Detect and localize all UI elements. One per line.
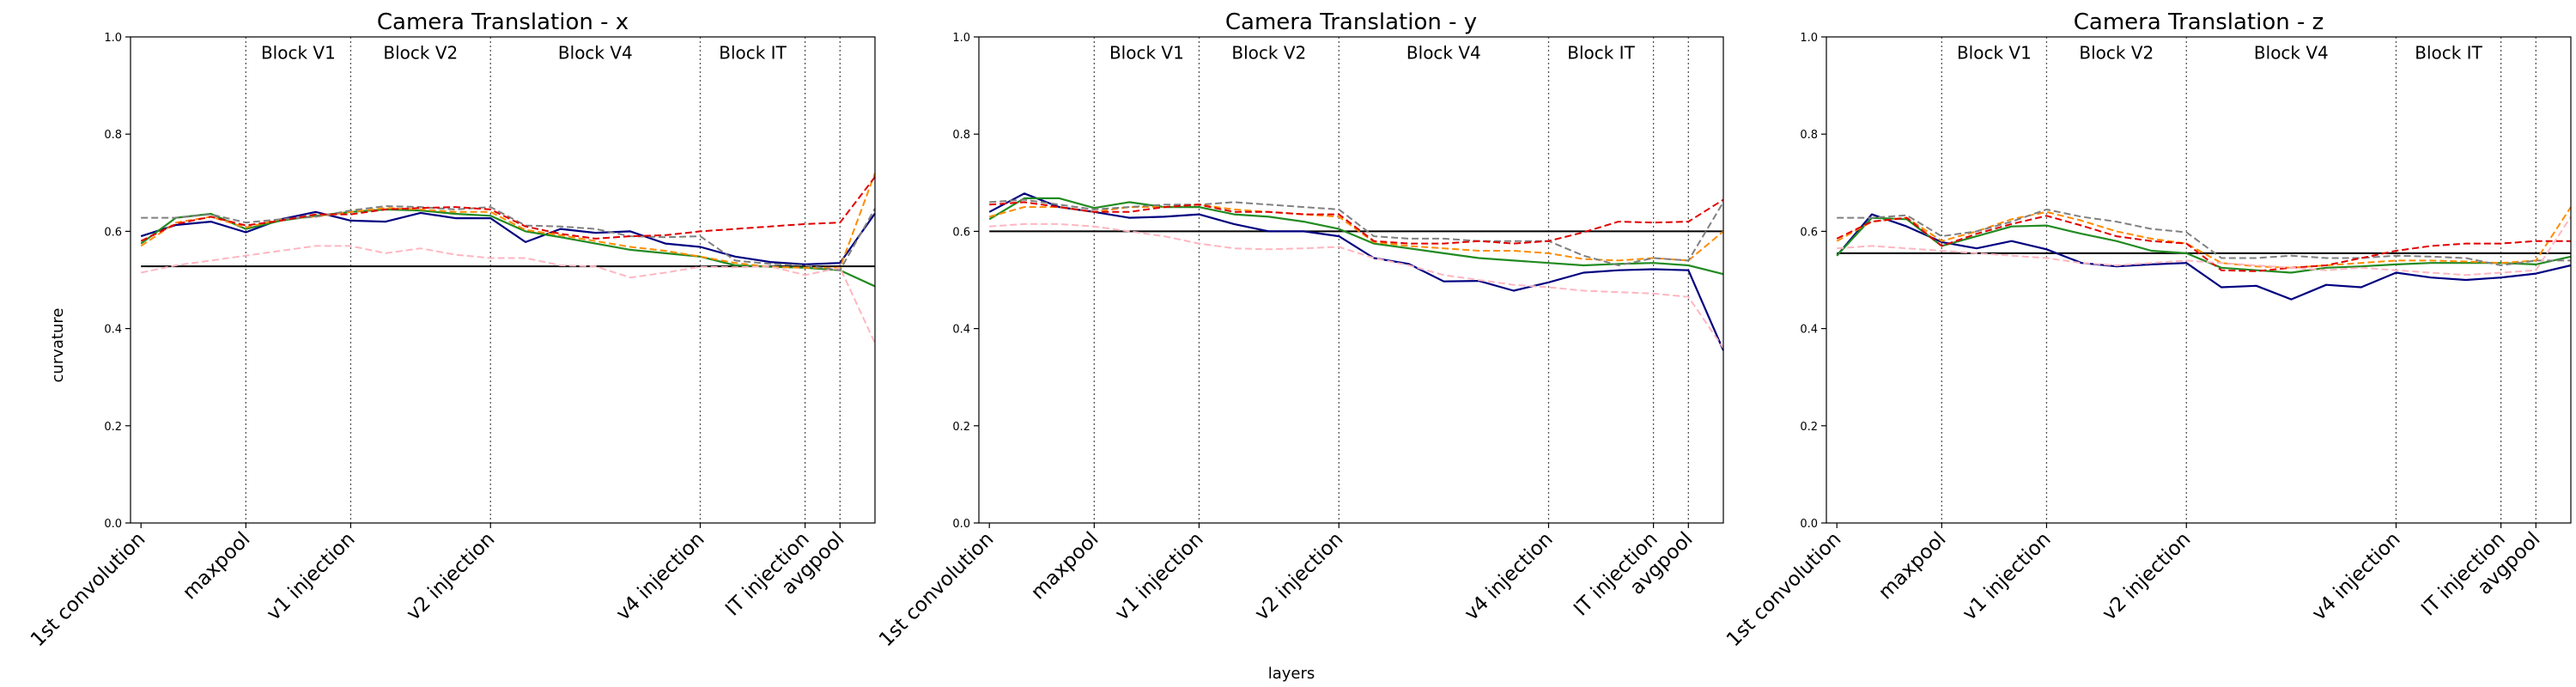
chart-panel-1: Camera Translation - x 0.0 0.2 0.4 0.6 0.8 1.0… [27,9,876,652]
series-line-3 [1836,206,2572,269]
chart-panel-3: Camera Translation - z 0.0 0.2 0.4 0.6 0.8 1.0… [1722,9,2572,652]
block-label: Block V4 [2254,42,2329,63]
series-line-1 [140,210,876,265]
x-tick-label: v2 injection [1251,528,1348,625]
series-line-4 [989,198,1724,266]
y-tick-label: 0.4 [104,324,122,337]
x-tick-label: v1 injection [1959,528,2056,625]
x-tick-label: v1 injection [263,528,360,625]
series-line-1 [1836,213,2572,301]
block-label: Block V4 [1406,42,1481,63]
series-line-1 [988,192,1725,351]
series-line-2 [140,208,876,288]
block-label: Block IT [1567,42,1635,63]
block-label: Block V2 [1231,42,1306,63]
x-tick-label: 1st convolution [875,528,999,652]
series-line-6 [140,245,876,344]
series-line-5 [989,198,1724,245]
chart-panel-2: Camera Translation - y 0.0 0.2 0.4 0.6 0.8 1.0… [875,9,1725,652]
axes-frame [1826,36,2572,524]
series-line-3 [988,204,1724,262]
y-tick-label: 0.8 [104,129,122,142]
x-tick-label: 1st convolution [27,528,150,652]
axes-frame [130,36,876,524]
series-line-5 [140,176,876,242]
block-label: Block IT [2415,42,2482,63]
series-line-2 [988,197,1724,276]
series-line-4 [1837,208,2571,266]
y-tick-label: 0.0 [104,518,122,531]
series-line-4 [141,205,876,271]
block-label: Block V2 [2079,42,2154,63]
y-tick-label: 0.2 [952,421,970,434]
figure-ylabel: curvature [49,308,67,383]
series-line-6 [989,222,1724,349]
x-tick-label: v4 injection [1461,528,1558,625]
y-tick-label: 0.6 [104,226,122,239]
y-tick-label: 0.2 [1800,421,1818,434]
x-tick-label: v1 injection [1111,528,1208,625]
x-tick-label: v4 injection [2308,528,2405,625]
y-tick-label: 1.0 [952,32,970,45]
x-tick-label: v2 injection [403,528,500,625]
y-tick-label: 1.0 [1800,32,1818,45]
axes-frame [978,36,1724,524]
y-tick-label: 0.4 [1800,324,1818,337]
chart-title: Camera Translation - z [2074,9,2324,35]
y-tick-label: 0.6 [952,226,970,239]
series-line-6 [1837,216,2572,277]
figure-xlabel: layers [1268,665,1315,683]
x-tick-label: v4 injection [612,528,709,625]
block-label: Block V1 [261,42,336,63]
y-tick-label: 0.8 [952,129,970,142]
x-tick-label: maxpool [1874,528,1951,605]
chart-title: Camera Translation - y [1225,9,1477,35]
x-tick-label: maxpool [179,528,255,605]
y-tick-label: 0.8 [1800,129,1818,142]
y-tick-label: 1.0 [104,32,122,45]
x-tick-label: 1st convolution [1722,528,1846,652]
series-line-5 [1836,215,2571,272]
x-tick-label: v2 injection [2099,528,2196,625]
block-label: Block V4 [558,42,633,63]
y-tick-label: 0.6 [1800,226,1818,239]
y-tick-label: 0.2 [104,421,122,434]
block-label: Block IT [719,42,787,63]
y-tick-label: 0.0 [952,518,970,531]
series-line-3 [140,173,876,269]
y-tick-label: 0.4 [952,324,970,337]
chart-title: Camera Translation - x [377,9,629,35]
series-line-2 [1836,216,2572,274]
block-label: Block V1 [1109,42,1184,63]
block-label: Block V1 [1957,42,2032,63]
block-label: Block V2 [383,42,458,63]
y-tick-label: 0.0 [1800,518,1818,531]
x-tick-label: maxpool [1027,528,1103,605]
